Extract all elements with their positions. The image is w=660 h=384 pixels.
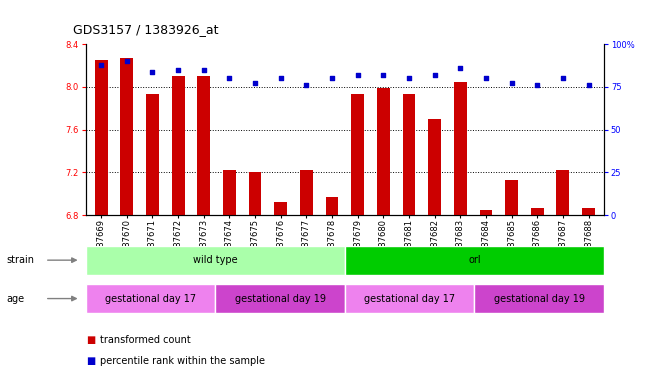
- Bar: [556, 170, 570, 215]
- Text: ■: ■: [86, 356, 95, 366]
- Point: [275, 75, 286, 81]
- Text: wild type: wild type: [193, 255, 238, 265]
- Bar: [223, 170, 236, 215]
- Bar: [403, 94, 415, 215]
- Bar: [475, 284, 604, 313]
- Bar: [197, 76, 210, 215]
- Point: [583, 82, 594, 88]
- Bar: [351, 94, 364, 215]
- Bar: [86, 284, 215, 313]
- Text: gestational day 17: gestational day 17: [105, 293, 196, 304]
- Text: ■: ■: [86, 335, 95, 345]
- Text: age: age: [7, 293, 24, 304]
- Bar: [275, 202, 287, 215]
- Point: [327, 75, 337, 81]
- Text: strain: strain: [7, 255, 34, 265]
- Bar: [531, 208, 544, 215]
- Point: [378, 72, 389, 78]
- Bar: [120, 58, 133, 215]
- Point: [199, 67, 209, 73]
- Text: gestational day 19: gestational day 19: [234, 293, 325, 304]
- Bar: [582, 208, 595, 215]
- Point: [224, 75, 235, 81]
- Point: [480, 75, 491, 81]
- Bar: [454, 81, 467, 215]
- Point: [96, 61, 106, 68]
- Point: [352, 72, 363, 78]
- Bar: [172, 76, 185, 215]
- Point: [558, 75, 568, 81]
- Bar: [300, 170, 313, 215]
- Bar: [345, 284, 475, 313]
- Point: [404, 75, 414, 81]
- Text: gestational day 19: gestational day 19: [494, 293, 585, 304]
- Point: [147, 68, 158, 74]
- Text: GDS3157 / 1383926_at: GDS3157 / 1383926_at: [73, 23, 218, 36]
- Point: [506, 80, 517, 86]
- Point: [301, 82, 312, 88]
- Point: [430, 72, 440, 78]
- Bar: [86, 246, 345, 275]
- Point: [249, 80, 260, 86]
- Bar: [325, 197, 339, 215]
- Point: [121, 58, 132, 64]
- Bar: [146, 94, 159, 215]
- Text: gestational day 17: gestational day 17: [364, 293, 455, 304]
- Bar: [428, 119, 441, 215]
- Point: [455, 65, 465, 71]
- Text: orl: orl: [468, 255, 480, 265]
- Point: [532, 82, 543, 88]
- Bar: [505, 180, 518, 215]
- Bar: [345, 246, 604, 275]
- Bar: [480, 210, 492, 215]
- Bar: [377, 88, 390, 215]
- Bar: [95, 60, 108, 215]
- Bar: [249, 172, 261, 215]
- Point: [173, 67, 183, 73]
- Bar: [215, 284, 345, 313]
- Text: transformed count: transformed count: [100, 335, 191, 345]
- Text: percentile rank within the sample: percentile rank within the sample: [100, 356, 265, 366]
